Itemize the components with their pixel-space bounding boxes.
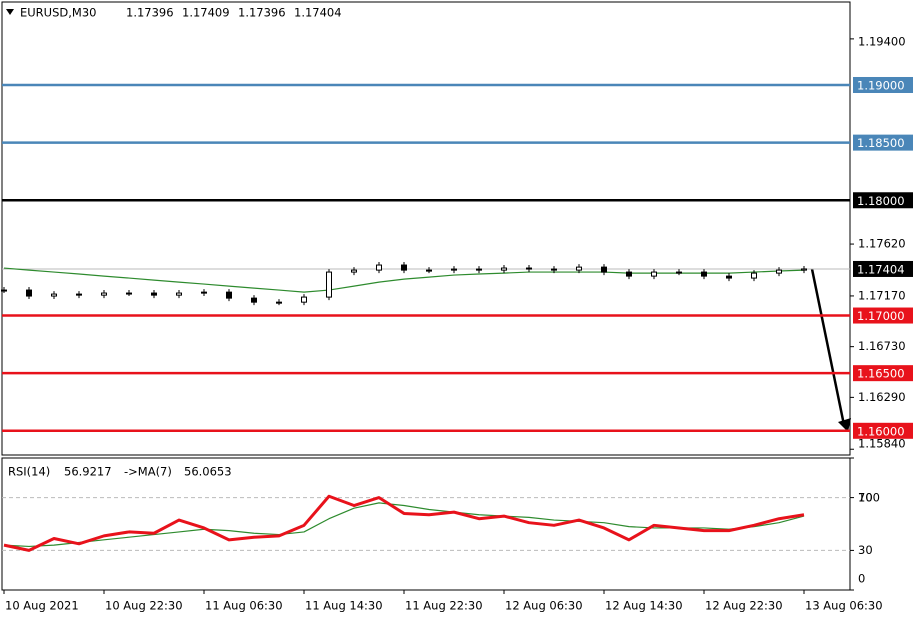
candle-body [351,269,357,273]
candle-body [726,275,732,279]
ma-value: 56.0653 [184,465,232,479]
arrow-head [838,418,851,432]
candle-body [101,292,107,296]
x-tick-label: 12 Aug 06:30 [505,599,583,613]
current-price-label: 1.17404 [857,262,905,276]
candle-body [526,267,532,270]
candle-body [476,268,482,271]
y-tick-label: 70 [858,491,873,505]
candle-body [126,292,132,295]
candle-body [251,297,257,303]
level-label: 1.16000 [857,424,905,438]
rsi-line [3,494,805,552]
ohlc-value: 1.17396 [126,6,174,20]
y-tick-label: 0 [858,572,865,586]
candle-body [751,272,757,279]
current-price-tag [853,260,913,277]
y-tick-label: 1.19400 [858,35,906,49]
candle-body [326,271,332,298]
ma-line [3,267,805,293]
y-tick-label: 100 [858,491,880,505]
price-panel [1,1,851,456]
level-label: 1.16500 [857,367,905,381]
candle-body [151,292,157,296]
y-tick-label: 1.17620 [858,237,906,251]
y-tick-label: 30 [858,543,873,557]
candle-body [701,271,707,277]
candle-body [576,266,582,271]
level-tag [853,365,913,382]
level-tag [853,422,913,439]
candle-body [651,271,657,277]
level-tag [853,307,913,324]
level-label: 1.19000 [857,78,905,92]
level-tag [853,192,913,209]
y-tick-label: 1.17170 [858,288,906,302]
y-tick-label: 1.16730 [858,339,906,353]
rsi-value: 56.9217 [64,465,112,479]
x-tick-label: 11 Aug 22:30 [405,599,483,613]
level-label: 1.17000 [857,309,905,323]
level-label: 1.18000 [857,194,905,208]
x-tick-label: 10 Aug 2021 [5,599,79,613]
symbol: EURUSD,M30 [20,6,96,20]
candle-body [51,293,57,297]
candle-body [376,264,382,271]
candle-body [26,289,32,297]
candle-body [201,291,207,294]
level-tag [853,76,913,93]
candle-body [776,269,782,274]
candle-body [401,264,407,271]
candle-body [601,266,607,273]
candle-body [426,269,432,272]
arrow-shaft [810,268,846,426]
candle-body [551,268,557,271]
candle-body [226,291,232,299]
x-tick-label: 12 Aug 14:30 [605,599,683,613]
y-tick-label: 1.16290 [858,390,906,404]
x-tick-label: 10 Aug 22:30 [105,599,183,613]
candle-body [451,268,457,271]
x-tick-label: 13 Aug 06:30 [805,599,883,613]
menu-arrow [6,9,14,15]
candle-body [76,293,82,296]
candle-body [501,267,507,271]
x-tick-label: 12 Aug 22:30 [705,599,783,613]
x-tick-label: 11 Aug 06:30 [205,599,283,613]
ohlc-value: 1.17396 [238,6,286,20]
y-tick-label: 1.15840 [858,437,906,451]
candle-body [1,289,7,292]
candle-body [801,268,807,271]
ohlc-value: 1.17404 [294,6,342,20]
level-label: 1.18500 [857,136,905,150]
candle-body [676,271,682,274]
x-tick-label: 11 Aug 14:30 [305,599,383,613]
candle-body [626,271,632,277]
candle-body [176,292,182,296]
ohlc-value: 1.17409 [182,6,230,20]
level-tag [853,134,913,151]
rsi-panel [1,457,851,591]
candle-body [301,296,307,303]
ma-title: ->MA(7) [124,465,172,479]
candle-body [276,301,282,304]
rsi-title: RSI(14) [8,465,50,479]
